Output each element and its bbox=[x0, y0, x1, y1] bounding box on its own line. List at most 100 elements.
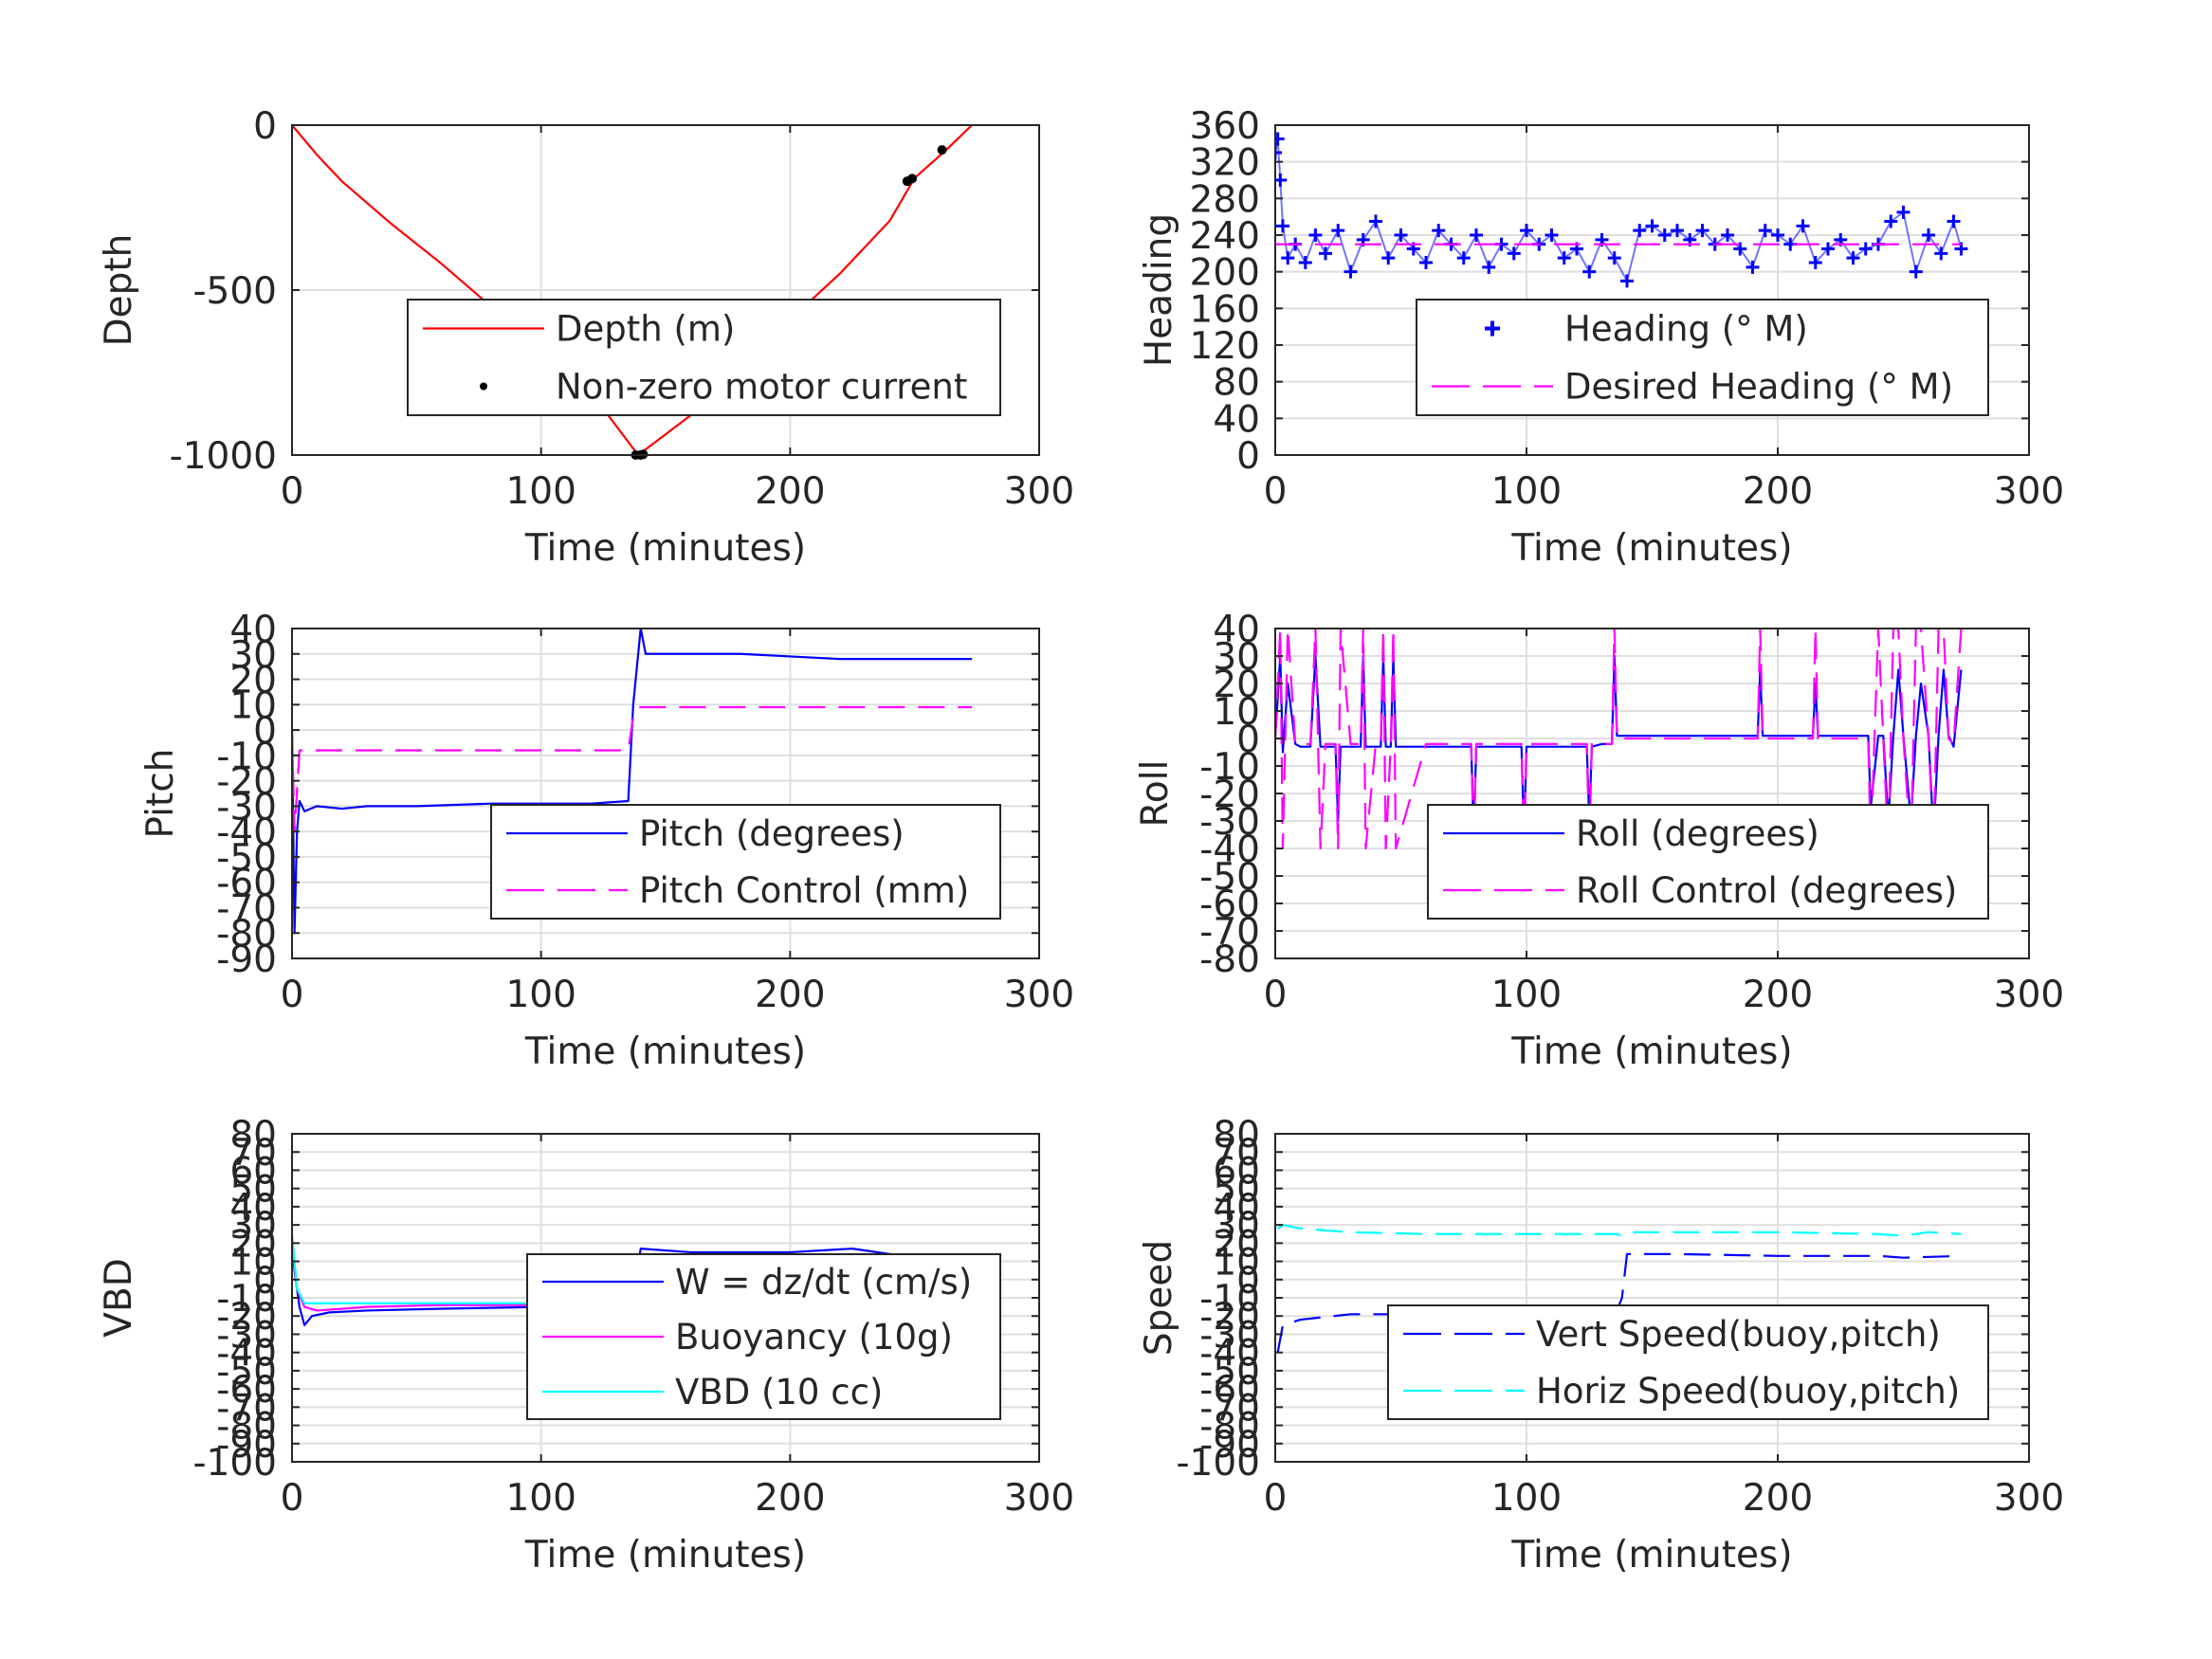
y-tick-label: -50 bbox=[216, 837, 277, 880]
y-tick-label: 200 bbox=[1190, 252, 1260, 295]
y-tick-label: -1000 bbox=[170, 435, 277, 478]
y-tick-label: -10 bbox=[1199, 1278, 1260, 1321]
chart-panel-4: 0 100 200 300403020100-10-20-30-40-50-60-70… bbox=[1134, 609, 2064, 1073]
y-tick-label: 10 bbox=[229, 684, 277, 727]
legend: W = dz/dt (cm/s) Buoyancy (10g) VBD (10 cc… bbox=[526, 1253, 1001, 1420]
legend-label: W = dz/dt (cm/s) bbox=[675, 1262, 972, 1303]
y-tick-label: 70 bbox=[1213, 1132, 1260, 1175]
y-tick-label: 10 bbox=[1213, 691, 1260, 734]
x-tick-label: 0 bbox=[281, 974, 304, 1016]
series-layer bbox=[1276, 1224, 1962, 1353]
axes-box bbox=[1274, 124, 2030, 456]
series-heading-m-trace bbox=[1275, 138, 1963, 284]
y-tick-label: -70 bbox=[216, 887, 277, 930]
x-tick-label: 300 bbox=[1994, 470, 2064, 513]
y-tick-label: 50 bbox=[1213, 1169, 1260, 1212]
y-tick-label: 80 bbox=[1213, 362, 1260, 405]
y-tick-label: -50 bbox=[1199, 856, 1260, 899]
y-tick-label: 0 bbox=[1236, 435, 1260, 478]
legend-box bbox=[490, 804, 1001, 920]
y-tick-label: -80 bbox=[216, 913, 277, 956]
legend-box bbox=[1387, 1304, 1989, 1420]
x-axis-label: Time (minutes) bbox=[1510, 527, 1792, 570]
y-tick-label: -80 bbox=[1199, 939, 1260, 981]
y-tick-label: -80 bbox=[1199, 1406, 1260, 1449]
y-tick-label: -70 bbox=[1199, 1387, 1260, 1430]
y-tick-label: -100 bbox=[1176, 1442, 1260, 1485]
y-tick-label: 20 bbox=[1213, 1223, 1260, 1266]
legend-swatch bbox=[1485, 320, 1500, 337]
y-tick-label: -60 bbox=[1199, 884, 1260, 926]
y-tick-label: 60 bbox=[229, 1150, 277, 1193]
chart-panel-5: 0 100 200 30080706050403020100-10-20-30-40-… bbox=[98, 1114, 1074, 1577]
y-tick-label: 40 bbox=[1213, 398, 1260, 441]
y-tick-label: 40 bbox=[1213, 609, 1260, 651]
y-tick-label: -20 bbox=[1199, 774, 1260, 816]
y-tick-label: 0 bbox=[253, 1260, 277, 1303]
series-pitch-control-mm-line bbox=[292, 705, 973, 833]
x-tick-label: 100 bbox=[505, 1477, 576, 1520]
legend-box bbox=[1416, 299, 1989, 416]
y-tick-label: -40 bbox=[216, 1333, 277, 1376]
y-tick-label: -70 bbox=[1199, 911, 1260, 954]
y-tick-label: 40 bbox=[229, 609, 277, 651]
legend-label: Roll Control (degrees) bbox=[1576, 870, 1957, 911]
x-tick-label: 200 bbox=[1743, 470, 1813, 513]
y-axis-label: Roll bbox=[1134, 760, 1177, 828]
legend: Depth (m) Non-zero motor current bbox=[407, 299, 1001, 416]
y-tick-label: -20 bbox=[216, 761, 277, 804]
x-tick-label: 0 bbox=[281, 470, 304, 513]
x-tick-label: 300 bbox=[1994, 1477, 2064, 1520]
y-tick-label: 10 bbox=[229, 1242, 277, 1285]
legend-label: Heading (° M) bbox=[1564, 309, 1808, 350]
series-non-zero-motor-current-point bbox=[907, 173, 918, 184]
y-tick-label: 240 bbox=[1190, 215, 1260, 258]
y-tick-label: 80 bbox=[229, 1114, 277, 1157]
y-tick-label: -90 bbox=[1199, 1424, 1260, 1467]
y-tick-label: 30 bbox=[1213, 636, 1260, 679]
legend-label: Desired Heading (° M) bbox=[1564, 367, 1953, 408]
y-tick-label: -20 bbox=[216, 1296, 277, 1339]
y-tick-label: 0 bbox=[1236, 719, 1260, 761]
y-tick-label: 0 bbox=[253, 105, 277, 148]
y-tick-label: 30 bbox=[229, 634, 277, 677]
y-axis-label: VBD bbox=[98, 1258, 140, 1337]
x-axis-label: Time (minutes) bbox=[1510, 1030, 1792, 1073]
legend-box bbox=[1427, 804, 1989, 920]
y-tick-label: -40 bbox=[1199, 1333, 1260, 1376]
series-non-zero-motor-current-point bbox=[937, 145, 947, 155]
series-horiz-speed-buoy-pitch-line bbox=[1277, 1224, 1962, 1237]
legend-swatch bbox=[480, 382, 487, 391]
x-tick-label: 100 bbox=[505, 470, 576, 513]
y-tick-label: -80 bbox=[216, 1406, 277, 1449]
x-tick-label: 100 bbox=[1491, 1477, 1562, 1520]
y-tick-label: 20 bbox=[1213, 664, 1260, 706]
x-tick-label: 200 bbox=[1743, 1477, 1813, 1520]
legend-label: Non-zero motor current bbox=[556, 367, 967, 408]
x-tick-label: 200 bbox=[755, 1477, 825, 1520]
y-tick-label: 70 bbox=[229, 1132, 277, 1175]
y-axis-label: Pitch bbox=[139, 749, 182, 839]
y-tick-label: -100 bbox=[192, 1442, 277, 1485]
y-tick-label: -20 bbox=[1199, 1296, 1260, 1339]
legend: Vert Speed(buoy,pitch) Horiz Speed(buoy,p… bbox=[1387, 1304, 1989, 1420]
series-heading-m-point bbox=[1275, 146, 1282, 159]
y-tick-label: 10 bbox=[1213, 1242, 1260, 1285]
chart-panel-1: 0 100 200 300 0 -500 -1000 Time (minutes) Depth D… bbox=[98, 105, 1074, 570]
y-tick-label: -50 bbox=[216, 1351, 277, 1394]
y-tick-label: -500 bbox=[192, 270, 277, 313]
y-tick-label: 360 bbox=[1190, 105, 1260, 148]
y-tick-label: -60 bbox=[216, 1369, 277, 1412]
x-tick-label: 100 bbox=[1491, 974, 1562, 1016]
y-tick-label: 30 bbox=[1213, 1205, 1260, 1248]
y-tick-label: -40 bbox=[1199, 829, 1260, 871]
x-tick-label: 100 bbox=[1491, 470, 1562, 513]
y-tick-label: 20 bbox=[229, 660, 277, 702]
legend: Pitch (degrees) Pitch Control (mm) bbox=[490, 804, 1001, 920]
x-tick-label: 300 bbox=[1004, 1477, 1074, 1520]
y-tick-label: 0 bbox=[1236, 1260, 1260, 1303]
y-tick-label: -30 bbox=[216, 1314, 277, 1357]
x-tick-label: 300 bbox=[1004, 974, 1074, 1016]
legend-label: Depth (m) bbox=[556, 309, 735, 350]
